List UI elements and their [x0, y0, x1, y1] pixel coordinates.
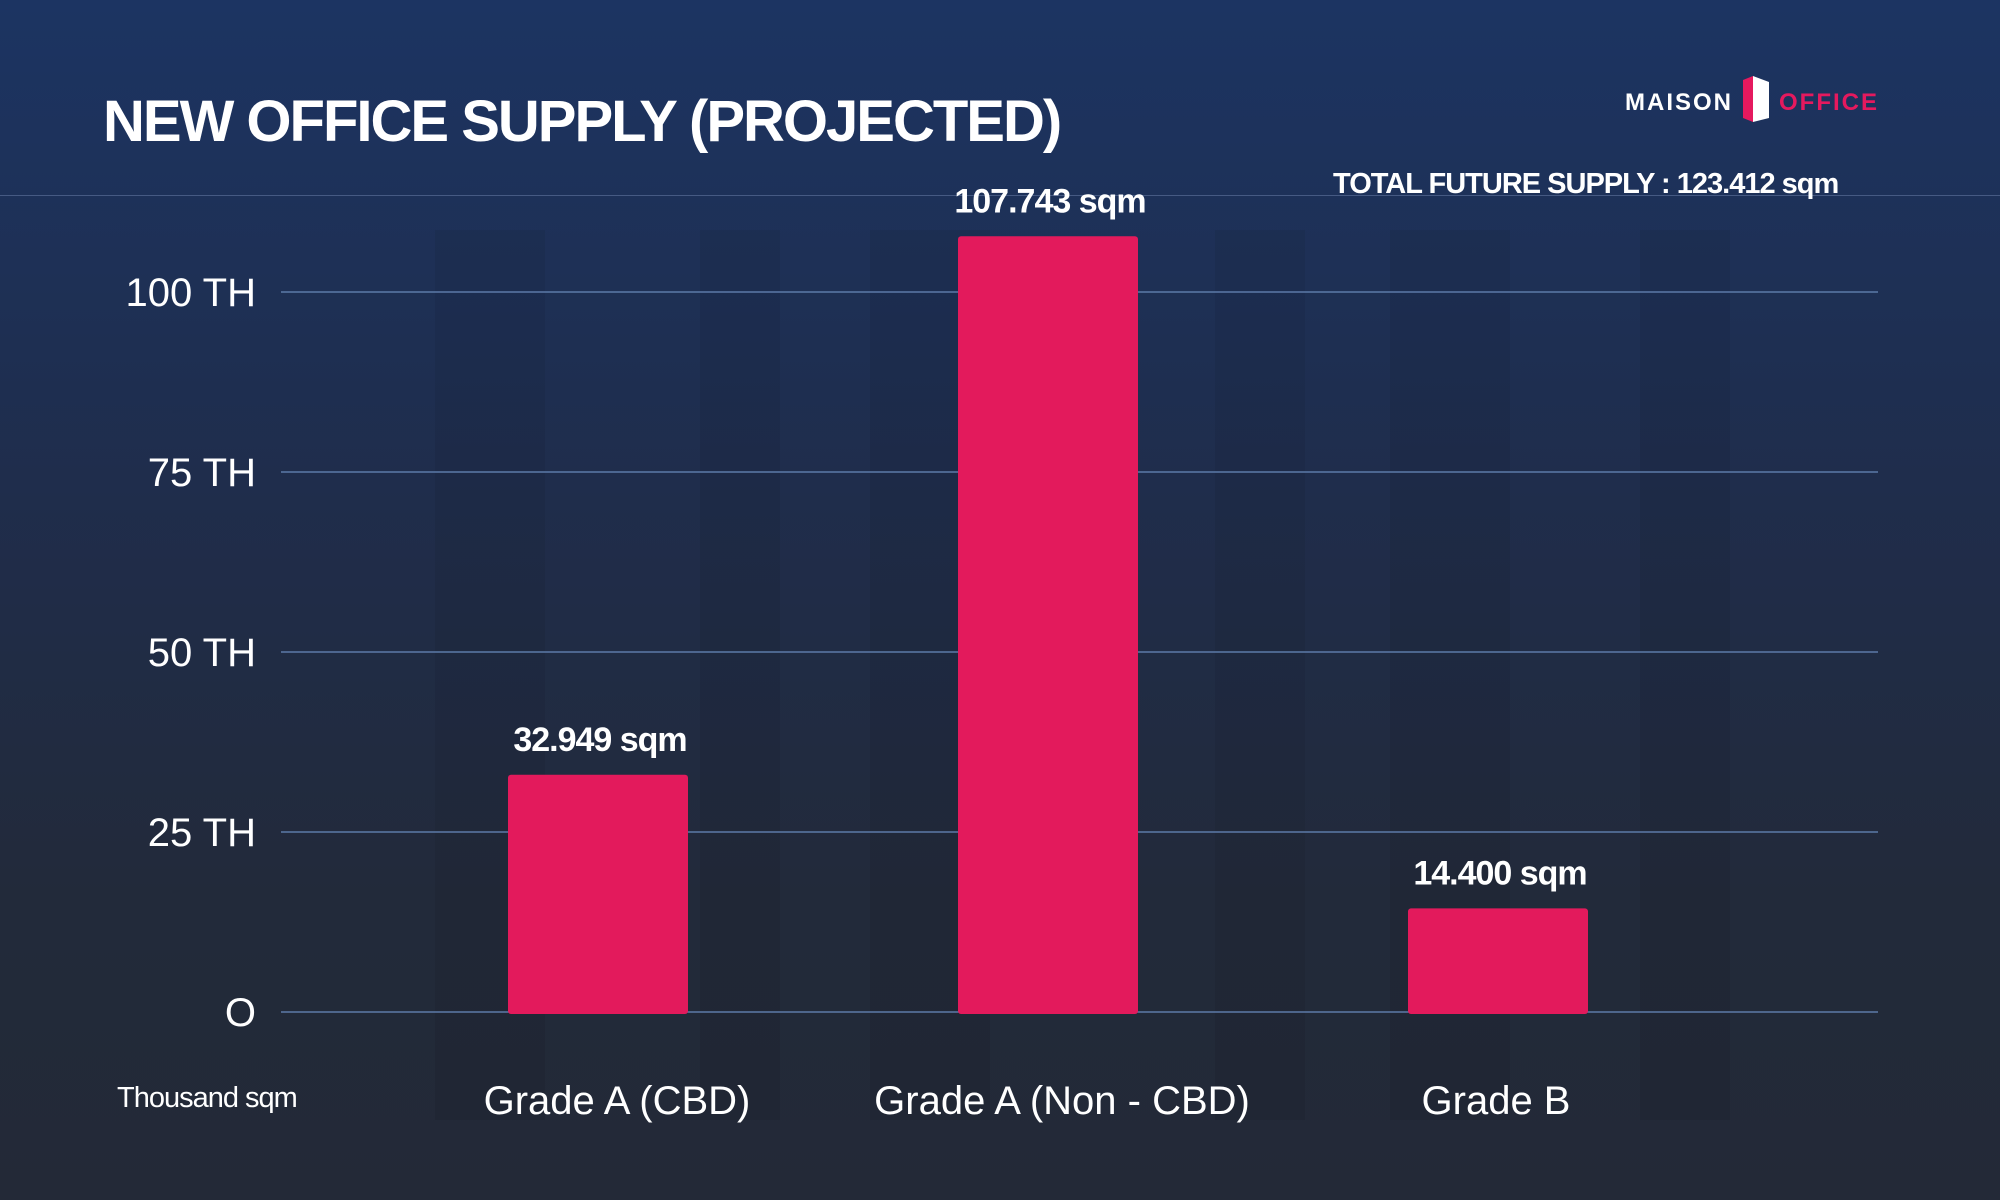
- logo-left-text: MAISON: [1625, 88, 1733, 116]
- bar-data-label: 107.743 sqm: [954, 182, 1145, 220]
- x-category-label: Grade A (CBD): [484, 1079, 751, 1123]
- y-tick-label: 25 TH: [148, 811, 256, 855]
- y-tick-label: 100 TH: [126, 271, 256, 315]
- logo-right-text: OFFICE: [1779, 88, 1879, 116]
- bar: [958, 236, 1138, 1015]
- y-axis-unit-label: Thousand sqm: [117, 1082, 298, 1114]
- logo-door-icon: [1739, 74, 1773, 131]
- maison-office-logo: MAISON OFFICE: [1625, 74, 1879, 131]
- x-category-label: Grade B: [1422, 1079, 1571, 1123]
- total-future-supply: TOTAL FUTURE SUPPLY : 123.412 sqm: [1333, 168, 1839, 200]
- chart-title: NEW OFFICE SUPPLY (PROJECTED): [103, 89, 1062, 154]
- bar: [1408, 908, 1588, 1014]
- bar: [508, 774, 688, 1014]
- y-tick-label: O: [225, 991, 256, 1035]
- y-tick-label: 50 TH: [148, 631, 256, 675]
- y-tick-label: 75 TH: [148, 451, 256, 495]
- bar-data-label: 14.400 sqm: [1413, 854, 1586, 892]
- x-category-label: Grade A (Non - CBD): [874, 1079, 1250, 1123]
- bar-data-label: 32.949 sqm: [513, 721, 686, 759]
- header-divider: [0, 195, 2000, 196]
